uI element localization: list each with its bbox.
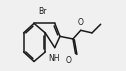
Text: NH: NH (48, 54, 60, 62)
Text: Br: Br (38, 7, 47, 16)
Text: O: O (66, 56, 72, 65)
Text: O: O (78, 18, 84, 27)
